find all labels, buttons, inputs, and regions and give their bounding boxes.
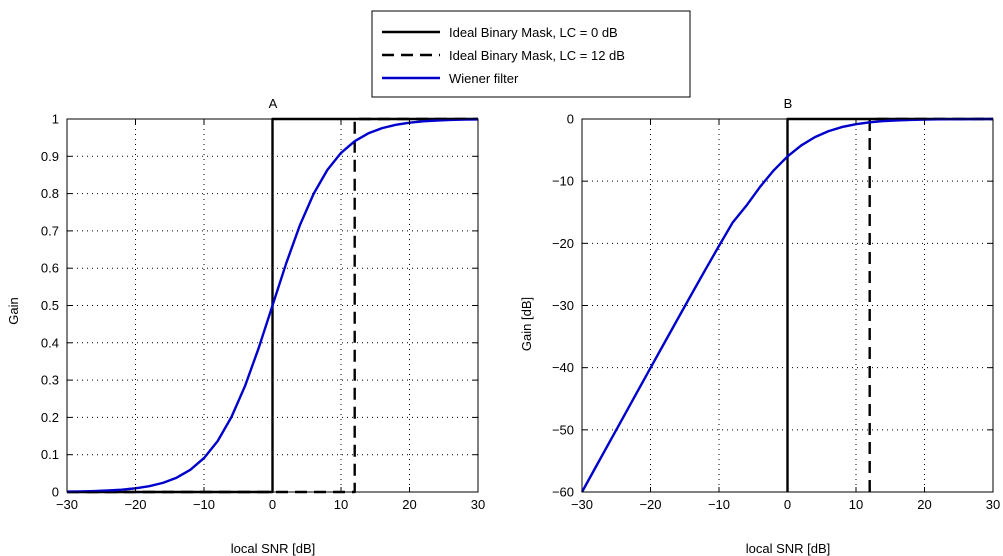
chart-b-ytick-label: −60 (552, 485, 574, 500)
chart-a-xtick-label: 10 (334, 497, 348, 512)
chart-a-ytick-label: 0.7 (41, 223, 59, 238)
chart-a: A Gain local SNR [dB] −30 −20 −10 0 10 20 30 0 0… (6, 96, 485, 556)
chart-a-xtick-label: 20 (402, 497, 416, 512)
chart-a-ytick-label: 0.9 (41, 149, 59, 164)
chart-a-ytick-label: 0.1 (41, 447, 59, 462)
chart-b-xtick-label: 20 (917, 497, 931, 512)
chart-b-ytick-label: 0 (567, 112, 574, 127)
chart-b-xtick-label: −30 (571, 497, 593, 512)
chart-b-xlabel: local SNR [dB] (746, 541, 831, 556)
legend-entry-0: Ideal Binary Mask, LC = 0 dB (382, 25, 618, 40)
chart-a-ytick-label: 0.3 (41, 373, 59, 388)
chart-a-ytick-label: 0.2 (41, 410, 59, 425)
chart-a-xtick-label: 30 (471, 497, 485, 512)
chart-b-title: B (784, 96, 793, 111)
legend-entry-1: Ideal Binary Mask, LC = 12 dB (382, 48, 625, 63)
chart-a-ytick-label: 1 (52, 112, 59, 127)
chart-b-series (580, 117, 994, 493)
legend-label-ibm-lc12: Ideal Binary Mask, LC = 12 dB (449, 48, 625, 63)
chart-b-xtick-label: −10 (708, 497, 730, 512)
chart-b-xtick-label: 30 (986, 497, 1000, 512)
chart-b-ylabel: Gain [dB] (519, 297, 534, 351)
chart-b-xtick-label: −20 (639, 497, 661, 512)
chart-a-series (66, 117, 479, 494)
chart-a-xlabel: local SNR [dB] (231, 541, 316, 556)
chart-a-title: A (269, 96, 278, 111)
chart-b-ytick-label: −50 (552, 422, 574, 437)
chart-a-ticks: −30 −20 −10 0 10 20 30 0 0.1 0.2 0.3 0.4 0.5 0.6 0.7 0.… (41, 112, 485, 513)
chart-a-xtick-label: −20 (124, 497, 146, 512)
chart-b: B Gain [dB] local SNR [dB] −30 −20 −10 0 10 2… (519, 96, 1000, 556)
chart-b-series-line-ibm-lc12 (868, 117, 993, 492)
chart-b-ytick-label: −40 (552, 360, 574, 375)
chart-a-ytick-label: 0 (52, 485, 59, 500)
chart-b-ytick-label: −10 (552, 174, 574, 189)
legend: Ideal Binary Mask, LC = 0 dB Ideal Binar… (371, 10, 691, 98)
chart-a-xtick-label: −10 (193, 497, 215, 512)
chart-a-ytick-label: 0.6 (41, 261, 59, 276)
chart-a-xtick-label: 0 (269, 497, 276, 512)
legend-label-wiener: Wiener filter (449, 71, 519, 86)
chart-a-ytick-label: 0.8 (41, 186, 59, 201)
chart-b-ytick-label: −20 (552, 236, 574, 251)
chart-a-ylabel: Gain (6, 297, 21, 324)
chart-b-ticks: −30 −20 −10 0 10 20 30 −60 −50 −40 −30 −20 −10 0 (552, 112, 1000, 513)
chart-b-xtick-label: 10 (849, 497, 863, 512)
legend-label-ibm-lc0: Ideal Binary Mask, LC = 0 dB (449, 25, 618, 40)
chart-b-xtick-label: 0 (784, 497, 791, 512)
chart-b-ytick-label: −30 (552, 298, 574, 313)
chart-a-ytick-label: 0.5 (41, 298, 59, 313)
chart-a-xtick-label: −30 (56, 497, 78, 512)
chart-a-ytick-label: 0.4 (41, 335, 59, 350)
legend-entry-2: Wiener filter (382, 71, 519, 86)
